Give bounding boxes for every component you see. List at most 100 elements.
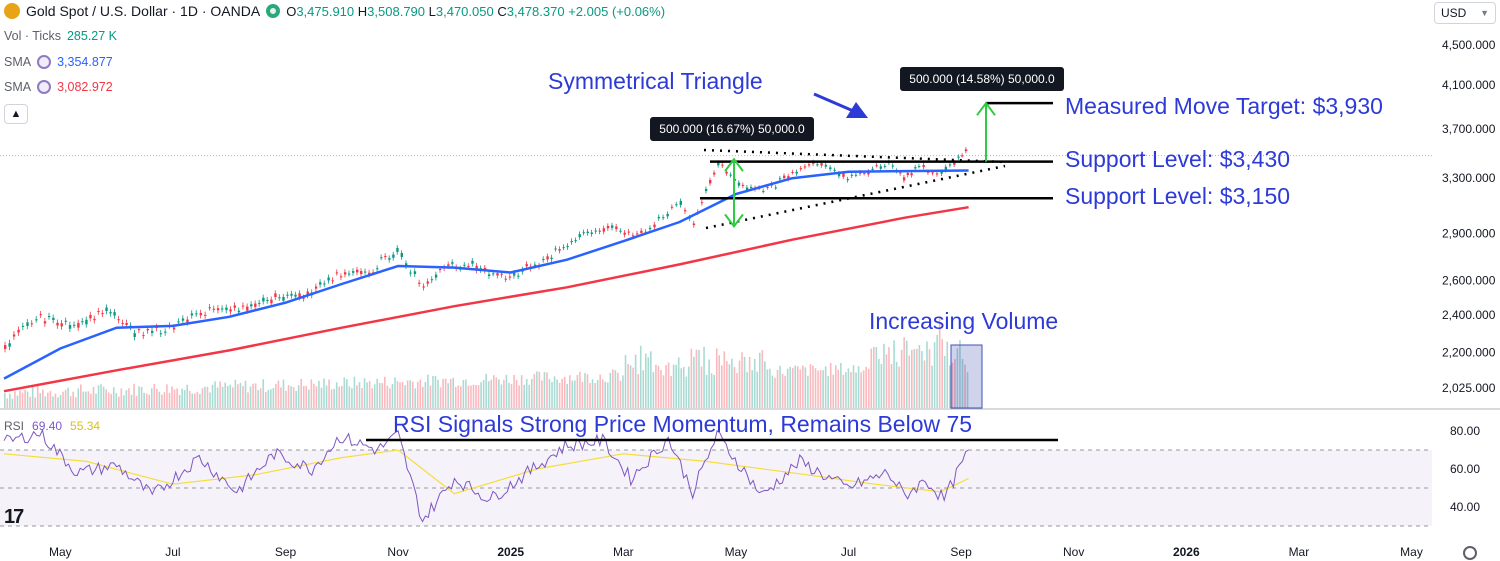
sma-slow-legend[interactable]: SMA 3,082.972 — [4, 80, 113, 94]
volume-bar — [264, 392, 267, 408]
volume-bar — [229, 384, 232, 408]
volume-bar — [677, 357, 680, 408]
candle-body — [451, 262, 454, 264]
candle-body — [594, 230, 598, 232]
candle-body — [648, 227, 652, 230]
volume-bar — [632, 367, 634, 408]
volume-bar — [520, 375, 523, 408]
candle-body — [700, 202, 704, 204]
collapse-legend-button[interactable]: ▲ — [4, 104, 28, 124]
volume-bar — [624, 354, 627, 408]
candle-body — [931, 172, 934, 174]
candle-body — [172, 327, 176, 330]
candle-body — [376, 268, 379, 270]
volume-bar — [313, 383, 315, 408]
volume-bar — [647, 357, 650, 408]
candle-body — [859, 172, 862, 174]
candle-body — [237, 310, 241, 313]
volume-bar — [422, 386, 424, 408]
volume-bar — [429, 385, 432, 408]
volume-bar — [867, 368, 870, 408]
symbol-title[interactable]: Gold Spot / U.S. Dollar · 1D · OANDA — [26, 3, 261, 19]
sma-settings-icon[interactable] — [37, 55, 52, 69]
measure-label-text: 500.000 (14.58%) 50,000.0 — [909, 72, 1055, 86]
volume-bar — [878, 358, 880, 408]
volume-bar — [619, 380, 622, 408]
candle-body — [854, 174, 858, 176]
volume-bar — [186, 384, 189, 408]
candle-body — [487, 274, 491, 276]
candle-body — [824, 164, 828, 167]
volume-bar — [52, 396, 54, 408]
volume-bar — [366, 382, 368, 408]
volume-bar — [655, 364, 657, 408]
gold-coin-icon — [4, 3, 20, 19]
candle-body — [319, 282, 322, 285]
candle-body — [566, 245, 569, 248]
time-axis-label: Sep — [275, 545, 297, 559]
volume-bar — [112, 387, 115, 408]
candle-body — [906, 172, 910, 176]
volume-bar — [698, 349, 700, 408]
volume-bar — [133, 383, 135, 408]
candle-body — [508, 276, 512, 278]
volume-legend[interactable]: Vol · Ticks 285.27 K — [4, 29, 118, 43]
volume-bar — [42, 389, 44, 408]
volume-bar — [394, 377, 396, 408]
candle-body — [109, 312, 112, 314]
symbol-legend: Gold Spot / U.S. Dollar · 1D · OANDA O3,… — [4, 3, 665, 19]
candle-body — [422, 286, 425, 288]
volume-bar — [325, 385, 328, 408]
tradingview-logo-icon[interactable]: 17 — [4, 506, 24, 528]
volume-bar — [183, 390, 186, 408]
candle-body — [778, 178, 782, 180]
volume-bar — [546, 372, 548, 408]
volume-bar — [819, 369, 822, 408]
volume-bar — [346, 379, 348, 408]
candle-body — [400, 253, 404, 257]
volume-bar — [318, 380, 320, 408]
volume-bar — [437, 379, 439, 408]
volume-bar — [622, 375, 624, 408]
volume-bar — [662, 375, 665, 408]
volume-bar — [343, 377, 346, 408]
volume-bar — [513, 374, 515, 408]
rsi-line — [3, 428, 969, 523]
candle-body — [783, 175, 786, 179]
candle-body — [683, 210, 687, 212]
candle-body — [964, 149, 968, 152]
rsi-ma-value: 55.34 — [70, 419, 101, 433]
sma-fast-legend[interactable]: SMA 3,354.877 — [4, 55, 113, 69]
volume-bar — [510, 384, 513, 408]
candle-body — [610, 225, 614, 228]
candle-body — [562, 247, 565, 249]
volume-bar — [508, 382, 510, 408]
volume-bar — [852, 365, 855, 408]
volume-bar — [19, 390, 21, 408]
sma-slow-value: 3,082.972 — [57, 80, 113, 94]
candle-body — [631, 235, 635, 237]
volume-bar — [956, 348, 959, 408]
candle-body — [137, 329, 141, 331]
volume-bar — [789, 366, 791, 408]
sma-settings-icon[interactable] — [37, 80, 52, 94]
rsi-legend[interactable]: RSI 69.40 55.34 — [4, 419, 101, 433]
currency-selector[interactable]: USD ▼ — [1434, 2, 1496, 24]
candle-body — [533, 264, 537, 266]
candle-body — [850, 174, 854, 176]
volume-bar — [414, 388, 417, 408]
candle-body — [542, 259, 545, 261]
volume-bar — [812, 365, 814, 408]
volume-bar — [242, 386, 244, 408]
gear-icon[interactable] — [1463, 546, 1477, 560]
volume-bar — [695, 349, 698, 408]
volume-bar — [766, 369, 769, 408]
measure-label-box — [900, 67, 1064, 91]
candle-body — [467, 266, 470, 268]
triangle-annotation: Symmetrical Triangle — [548, 68, 763, 94]
volume-bar — [936, 334, 938, 408]
volume-bar — [599, 374, 601, 408]
volume-bar — [120, 388, 123, 408]
candle-body — [221, 308, 224, 310]
